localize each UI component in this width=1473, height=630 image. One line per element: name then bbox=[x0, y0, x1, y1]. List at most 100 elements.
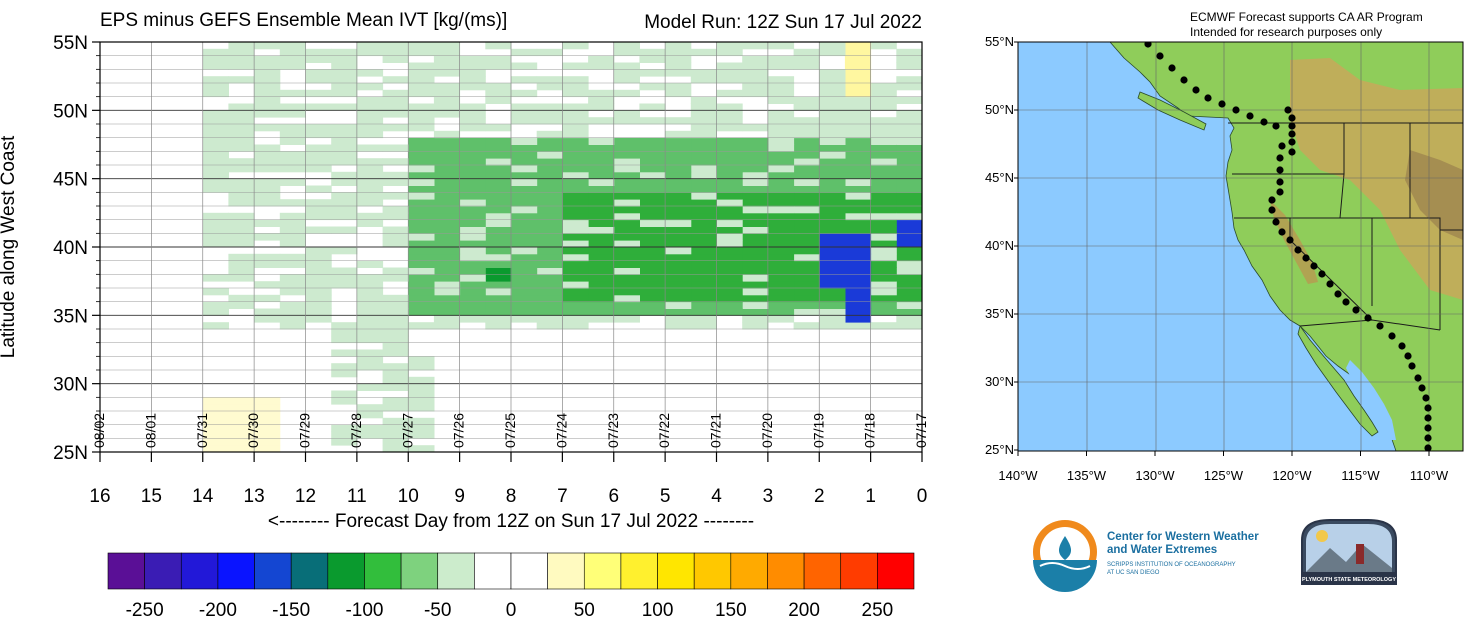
heat-cell bbox=[844, 206, 872, 214]
heat-cell bbox=[408, 144, 435, 152]
transect-point bbox=[1268, 196, 1276, 204]
heat-cell bbox=[202, 445, 229, 453]
heat-cell bbox=[382, 274, 409, 282]
heat-cell bbox=[279, 158, 306, 166]
heat-cell bbox=[433, 96, 461, 104]
heat-cell bbox=[485, 226, 512, 234]
heat-cell bbox=[588, 233, 615, 241]
heat-cell bbox=[511, 192, 538, 200]
heat-cell bbox=[536, 130, 563, 139]
heat-cell bbox=[356, 363, 384, 371]
heat-cell bbox=[819, 110, 846, 118]
heat-cell bbox=[228, 55, 255, 63]
colorbar-swatch bbox=[217, 552, 255, 590]
heat-cell bbox=[331, 363, 358, 371]
heat-cell bbox=[228, 294, 255, 303]
heat-cell bbox=[690, 260, 717, 268]
map-lon-label: 110°W bbox=[1410, 468, 1449, 483]
heat-cell bbox=[382, 226, 409, 234]
x-tick-label: 3 bbox=[763, 486, 774, 507]
heat-cell bbox=[382, 103, 409, 111]
heat-cell bbox=[485, 247, 512, 255]
heat-cell bbox=[844, 48, 872, 57]
heat-cell bbox=[665, 178, 692, 186]
heat-cell bbox=[793, 308, 820, 316]
heat-cell bbox=[202, 240, 229, 248]
heat-cell bbox=[665, 55, 692, 63]
heat-cell bbox=[767, 62, 795, 70]
heat-cell bbox=[382, 370, 409, 378]
heat-cell bbox=[665, 226, 692, 234]
heat-cell bbox=[228, 240, 255, 248]
heat-cell bbox=[408, 383, 435, 391]
heat-cell bbox=[305, 301, 332, 309]
heat-cell bbox=[562, 117, 589, 125]
heat-cell bbox=[202, 110, 229, 118]
heat-cell bbox=[665, 253, 692, 262]
heat-cell bbox=[793, 55, 820, 63]
heat-cell bbox=[562, 185, 589, 193]
heat-cell bbox=[511, 144, 538, 152]
heat-cell bbox=[665, 301, 692, 309]
heat-cell bbox=[459, 151, 486, 159]
heat-cell bbox=[793, 130, 820, 139]
heat-cell bbox=[228, 212, 255, 221]
heat-cell bbox=[767, 294, 795, 303]
transect-point bbox=[1288, 138, 1296, 146]
heat-cell bbox=[665, 165, 692, 173]
heat-cell bbox=[767, 165, 795, 173]
heat-cell bbox=[459, 62, 486, 70]
heat-cell bbox=[228, 260, 255, 268]
heat-cell bbox=[844, 144, 872, 152]
heat-cell bbox=[870, 151, 897, 159]
sea-of-cortez bbox=[1346, 360, 1396, 440]
heat-cell bbox=[844, 233, 872, 241]
heat-cell bbox=[408, 83, 435, 91]
heat-cell bbox=[870, 247, 897, 255]
heat-cell bbox=[793, 226, 820, 234]
heat-cell bbox=[588, 158, 615, 166]
heat-cell bbox=[613, 42, 640, 50]
heat-cell bbox=[382, 445, 409, 453]
heat-cell bbox=[562, 42, 589, 50]
heat-cell bbox=[459, 247, 486, 255]
heat-cell bbox=[690, 76, 717, 84]
heat-cell bbox=[459, 240, 486, 248]
heat-cell bbox=[588, 294, 615, 303]
heat-cell bbox=[279, 103, 306, 111]
transect-point bbox=[1288, 148, 1296, 156]
heat-cell bbox=[228, 226, 255, 234]
heat-cell bbox=[202, 411, 229, 419]
heat-cell bbox=[408, 226, 435, 234]
x-tick-label: 12 bbox=[295, 486, 316, 507]
x-tick-label: 14 bbox=[192, 486, 214, 507]
heat-cell bbox=[767, 226, 795, 234]
heat-cell bbox=[382, 267, 409, 275]
heat-cell bbox=[202, 424, 229, 432]
heat-cell bbox=[819, 247, 846, 255]
colorbar-swatch bbox=[437, 552, 475, 590]
heat-cell bbox=[716, 260, 743, 268]
heat-cell bbox=[665, 185, 692, 193]
heat-cell bbox=[254, 417, 281, 426]
heat-cell bbox=[896, 178, 923, 186]
heat-cell bbox=[459, 308, 486, 316]
heat-cell bbox=[896, 48, 923, 57]
heat-cell bbox=[870, 240, 897, 248]
heat-cell bbox=[228, 417, 255, 426]
heat-cell bbox=[870, 137, 897, 145]
colorbar-swatch bbox=[474, 552, 512, 590]
heat-cell bbox=[896, 171, 923, 180]
heat-cell bbox=[254, 144, 281, 152]
colorbar-swatch bbox=[693, 552, 732, 590]
x-tick-label: 2 bbox=[814, 486, 825, 507]
heat-cell bbox=[254, 185, 281, 193]
heat-cell bbox=[485, 158, 512, 166]
heat-cell bbox=[228, 103, 255, 111]
heat-cell bbox=[254, 404, 281, 412]
heat-cell bbox=[639, 267, 666, 275]
heat-cell bbox=[408, 62, 435, 70]
heat-cell bbox=[870, 83, 897, 91]
heat-cell bbox=[793, 260, 820, 268]
heat-cell bbox=[254, 89, 281, 98]
